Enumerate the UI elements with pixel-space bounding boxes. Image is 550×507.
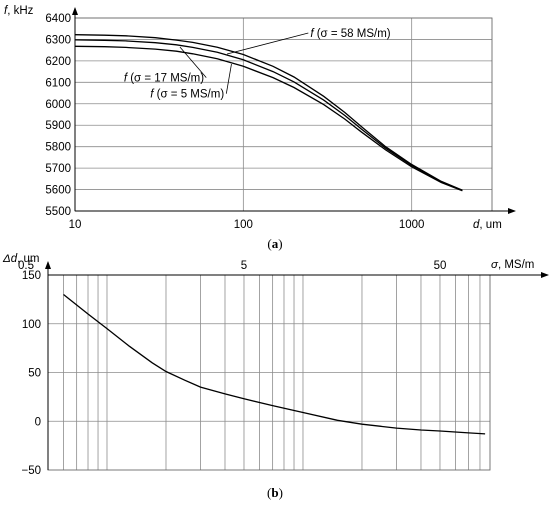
chart-b-caption: (b) bbox=[267, 485, 283, 500]
chart-b: −50 0 50 100 150 0.5 5 50 Δd, um σ, MS/m (b) bbox=[2, 253, 549, 500]
chart-a-series-label-var: f bbox=[124, 73, 129, 85]
chart-a-y-tick-label: 6400 bbox=[45, 13, 71, 25]
chart-b-y-axis-label: Δd, um bbox=[2, 253, 40, 265]
chart-a-y-tick-label: 5800 bbox=[45, 142, 71, 154]
chart-a-y-tick-label: 5900 bbox=[45, 120, 71, 132]
chart-b-gridlines bbox=[48, 275, 490, 470]
chart-a-series-leader bbox=[179, 46, 207, 78]
chart-b-caption-letter: b bbox=[271, 485, 278, 500]
chart-b-caption-open: ( bbox=[267, 485, 271, 500]
chart-a-y-axis-unit: , kHz bbox=[7, 5, 33, 17]
chart-b-axes bbox=[45, 261, 549, 470]
chart-a: 5500 5600 5700 5800 5900 6000 6100 6200 6300 6400… bbox=[4, 5, 516, 251]
chart-b-x-axis-label: σ, MS/m bbox=[491, 259, 534, 271]
chart-b-x-axis-var: σ bbox=[491, 259, 499, 271]
chart-b-y-tick-label: −50 bbox=[21, 465, 41, 477]
chart-a-series-line bbox=[74, 45, 463, 192]
chart-a-series-leader bbox=[226, 32, 309, 55]
chart-a-series-annotations: f (σ = 58 MS/m)f (σ = 17 MS/m)f (σ = 5 M… bbox=[124, 28, 391, 101]
chart-a-gridlines bbox=[75, 17, 492, 212]
chart-a-series-label: f (σ = 5 MS/m) bbox=[150, 89, 224, 101]
chart-b-y-axis-var: Δd bbox=[2, 253, 18, 265]
chart-a-y-tick-label: 6100 bbox=[45, 77, 71, 89]
chart-b-y-axis-unit: , um bbox=[17, 253, 39, 265]
chart-a-series-label-var: f bbox=[310, 28, 315, 40]
chart-b-series-line bbox=[63, 293, 486, 435]
chart-a-series-leader bbox=[225, 64, 232, 94]
chart-a-x-axis-unit: , um bbox=[479, 219, 501, 231]
chart-a-x-tick-label: 10 bbox=[69, 219, 82, 231]
chart-b-y-tick-label: 0 bbox=[35, 416, 41, 428]
chart-a-plot-frame bbox=[74, 17, 493, 212]
chart-a-series-label: f (σ = 58 MS/m) bbox=[310, 28, 390, 40]
chart-a-series-label: f (σ = 17 MS/m) bbox=[124, 73, 204, 85]
chart-a-caption: (a) bbox=[267, 236, 282, 251]
chart-b-caption-close: ) bbox=[279, 485, 283, 500]
chart-b-x-tick-label: 0.5 bbox=[18, 260, 34, 272]
chart-b-y-tick-label: 150 bbox=[22, 270, 41, 282]
chart-a-series-label-text: (σ = 5 MS/m) bbox=[153, 89, 224, 101]
chart-b-x-tick-label: 5 bbox=[241, 260, 247, 272]
chart-a-series-line bbox=[74, 39, 463, 192]
chart-a-caption-letter: a bbox=[272, 236, 279, 251]
chart-a-x-axis-var: d bbox=[473, 219, 480, 231]
chart-b-y-tick-label: 100 bbox=[22, 319, 41, 331]
chart-a-x-tick-label: 100 bbox=[234, 219, 253, 231]
chart-a-y-tick-label: 6300 bbox=[45, 34, 71, 46]
chart-b-x-tick-label: 50 bbox=[434, 260, 447, 272]
chart-a-series-label-var: f bbox=[150, 89, 155, 101]
chart-b-series bbox=[63, 293, 486, 435]
chart-a-series bbox=[74, 34, 463, 192]
chart-b-x-tick-labels: 0.5 5 50 bbox=[18, 260, 446, 272]
chart-a-caption-open: ( bbox=[267, 236, 271, 251]
chart-a-x-axis-label: d, um bbox=[473, 219, 502, 231]
chart-a-axes bbox=[72, 7, 516, 214]
chart-a-y-axis-label: f, kHz bbox=[4, 5, 34, 17]
chart-a-y-tick-labels: 5500 5600 5700 5800 5900 6000 6100 6200 6300 6400 bbox=[45, 13, 71, 218]
chart-b-y-tick-label: 50 bbox=[28, 368, 41, 380]
chart-a-x-tick-label: 1000 bbox=[399, 219, 425, 231]
chart-a-series-line bbox=[74, 34, 463, 191]
chart-b-y-tick-labels: −50 0 50 100 150 bbox=[21, 270, 41, 477]
chart-a-caption-close: ) bbox=[278, 236, 282, 251]
chart-a-series-label-text: (σ = 58 MS/m) bbox=[314, 28, 391, 40]
chart-b-x-axis-unit: , MS/m bbox=[498, 259, 534, 271]
chart-a-y-tick-label: 5500 bbox=[45, 206, 71, 218]
chart-a-y-axis-var: f bbox=[4, 5, 9, 17]
chart-a-y-tick-label: 6000 bbox=[45, 99, 71, 111]
chart-a-series-label-text: (σ = 17 MS/m) bbox=[127, 73, 204, 85]
chart-a-y-tick-label: 5700 bbox=[45, 163, 71, 175]
chart-a-y-tick-label: 5600 bbox=[45, 185, 71, 197]
chart-a-y-tick-label: 6200 bbox=[45, 56, 71, 68]
chart-a-x-tick-labels: 10 100 1000 bbox=[69, 219, 425, 231]
